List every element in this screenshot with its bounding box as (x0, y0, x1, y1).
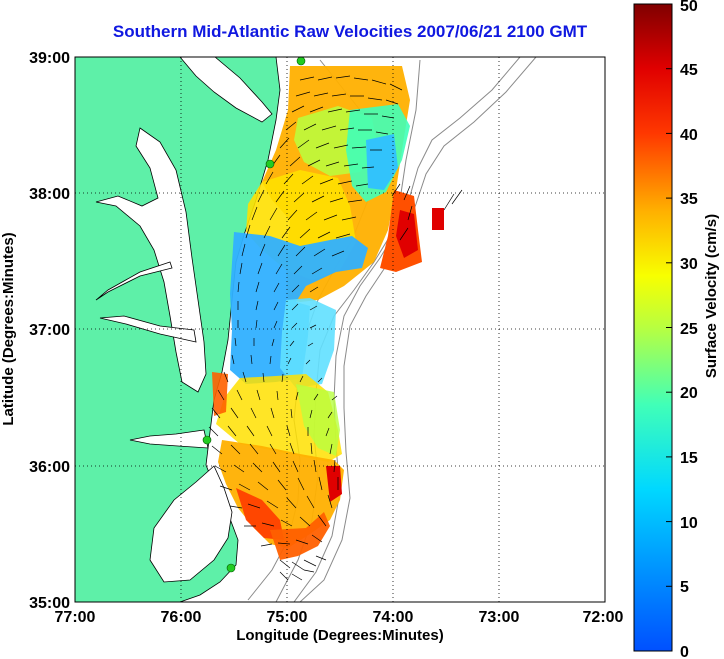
colorbar-tick-labels: 50 45 40 35 30 25 20 15 10 5 0 (680, 0, 698, 659)
colorbar-ticks (666, 3, 672, 587)
chesapeake-bay (95, 127, 207, 393)
colorbar-tick-label: 45 (680, 62, 698, 79)
map-title: Southern Mid-Atlantic Raw Velocities 200… (112, 22, 588, 41)
x-axis-label: Longitude (Degrees:Minutes) (236, 627, 444, 644)
x-tick-label: 77:00 (55, 609, 96, 626)
grid-lines (75, 57, 605, 602)
colorbar-tick-label: 50 (680, 0, 698, 15)
plot-frame (74, 56, 606, 603)
velocity-field (212, 66, 444, 560)
colorbar-label: Surface Velocity (cm/s) (703, 214, 720, 378)
colorbar (633, 3, 673, 652)
colorbar-tick-label: 35 (680, 191, 698, 208)
colorbar-tick-label: 30 (680, 256, 698, 273)
colorbar-tick-label: 25 (680, 321, 698, 338)
x-tick-label: 73:00 (479, 609, 520, 626)
y-axis-label: Latitude (Degrees:Minutes) (0, 232, 17, 425)
colorbar-tick-label: 10 (680, 515, 698, 532)
x-tick-label: 75:00 (267, 609, 308, 626)
colorbar-tick-label: 20 (680, 385, 698, 402)
x-tick-label: 72:00 (583, 609, 624, 626)
colorbar-tick-label: 40 (680, 127, 698, 144)
y-tick-label: 38:00 (29, 186, 70, 203)
y-tick-label: 37:00 (29, 322, 70, 339)
pamlico-sound (149, 465, 233, 583)
colorbar-tick-label: 0 (680, 644, 689, 659)
station-marker (226, 563, 236, 573)
y-tick-labels: 39:00 38:00 37:00 36:00 35:00 (29, 50, 70, 612)
colorbar-tick-label: 15 (680, 450, 698, 467)
station-marker (202, 435, 212, 445)
x-tick-label: 76:00 (161, 609, 202, 626)
y-tick-label: 39:00 (29, 50, 70, 67)
albemarle-sound (129, 429, 209, 449)
hf-radar-stations (202, 57, 306, 573)
station-marker (296, 57, 306, 66)
current-vectors (208, 75, 463, 581)
colorbar-tick-label: 5 (680, 579, 689, 596)
station-marker (265, 159, 275, 169)
delaware-bay (179, 57, 273, 123)
x-tick-labels: 77:00 76:00 75:00 74:00 73:00 72:00 (55, 609, 624, 626)
y-tick-label: 35:00 (29, 595, 70, 612)
x-tick-label: 74:00 (373, 609, 414, 626)
y-tick-label: 36:00 (29, 459, 70, 476)
potomac-river (95, 261, 173, 301)
